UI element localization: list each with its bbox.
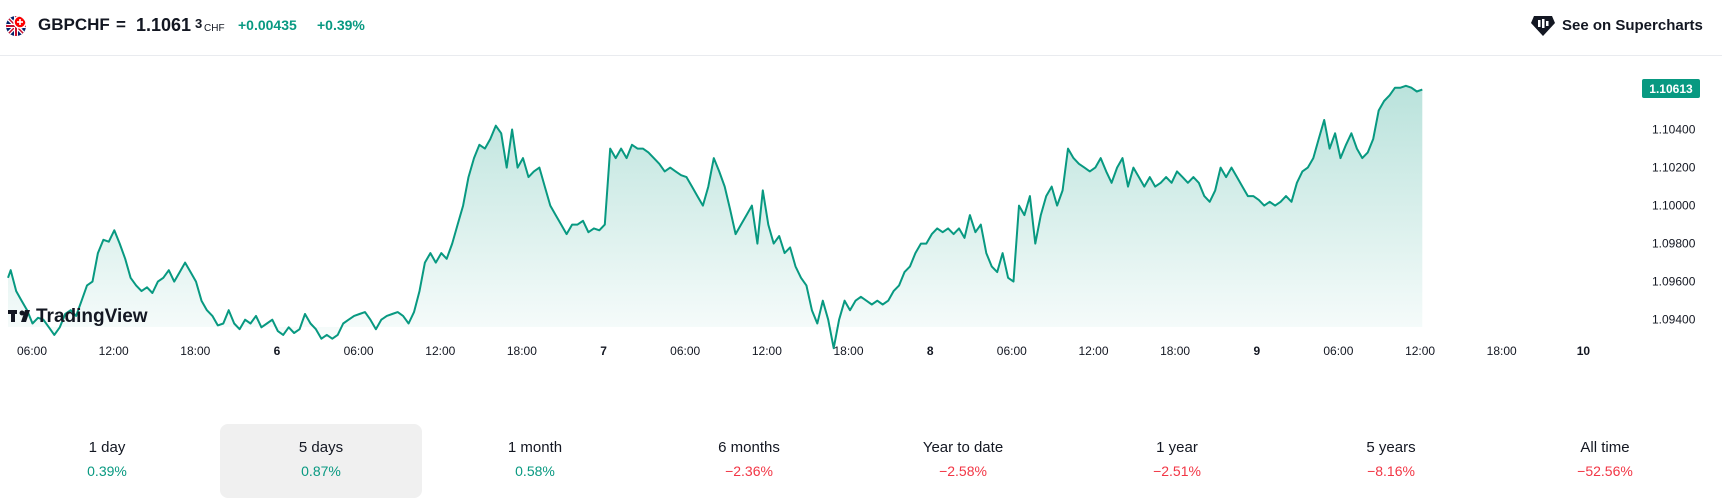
x-tick-label: 10	[1577, 344, 1591, 358]
period-label: 5 days	[298, 439, 344, 456]
x-tick-label: 18:00	[833, 344, 863, 358]
symbol-name[interactable]: GBPCHF	[38, 15, 110, 34]
last-price-superscript: 3	[195, 16, 203, 31]
period-change-value: 0.58%	[515, 463, 555, 479]
y-tick-label: 1.09400	[1652, 313, 1696, 327]
performance-periods: 1 day 0.39% 5 days 0.87% 1 month 0.58% 6 month…	[0, 420, 1722, 500]
symbol-header: GBPCHF = 1.1061 3 CHF +0.00435 +0.39% Se…	[0, 0, 1722, 56]
see-on-supercharts-button[interactable]: See on Supercharts	[1528, 12, 1718, 40]
period-change-value: −2.51%	[1153, 463, 1201, 479]
y-tick-label: 1.10400	[1652, 123, 1696, 137]
period-label: Year to date	[922, 439, 1004, 456]
x-tick-label: 12:00	[425, 344, 455, 358]
x-tick-label: 06:00	[344, 344, 374, 358]
y-tick-label: 1.09600	[1652, 275, 1696, 289]
x-tick-label: 18:00	[180, 344, 210, 358]
period-label: 5 years	[1366, 439, 1416, 456]
x-tick-label: 06:00	[997, 344, 1027, 358]
period-label: 1 year	[1156, 439, 1198, 456]
period-change-value: 0.87%	[301, 463, 341, 479]
period-tab-2[interactable]: 1 month 0.58%	[434, 424, 636, 498]
period-tab-1[interactable]: 5 days 0.87%	[220, 424, 422, 498]
y-tick-label: 1.10200	[1652, 161, 1696, 175]
x-tick-label: 06:00	[670, 344, 700, 358]
x-tick-label: 9	[1253, 344, 1260, 358]
price-separator: =	[116, 15, 126, 34]
tradingview-watermark-text: TradingView	[36, 306, 148, 327]
period-tab-4[interactable]: Year to date −2.58%	[862, 424, 1064, 498]
supercharts-label: See on Supercharts	[1562, 17, 1703, 34]
currency-label: CHF	[204, 23, 225, 34]
price-area-fill	[8, 85, 1423, 349]
tradingview-watermark: TradingView	[8, 306, 148, 327]
y-tick-label: 1.10000	[1652, 199, 1696, 213]
x-tick-label: 12:00	[1405, 344, 1435, 358]
x-tick-label: 7	[600, 344, 607, 358]
period-tab-7[interactable]: All time −52.56%	[1504, 424, 1706, 498]
x-tick-label: 18:00	[1160, 344, 1190, 358]
x-tick-label: 12:00	[752, 344, 782, 358]
period-label: 1 month	[507, 439, 563, 456]
x-tick-label: 18:00	[1487, 344, 1517, 358]
period-label: 1 day	[88, 439, 126, 456]
x-tick-label: 06:00	[1323, 344, 1353, 358]
price-change: +0.00435	[238, 17, 297, 33]
period-tab-5[interactable]: 1 year −2.51%	[1076, 424, 1278, 498]
price-chart[interactable]: 06:00 12:00 18:00 6 06:00 12:00 18:00 7 06:00 12:…	[0, 57, 1722, 400]
supercharts-icon	[1530, 14, 1556, 38]
period-label: All time	[1580, 439, 1630, 456]
x-tick-label: 12:00	[1078, 344, 1108, 358]
last-price: 1.1061	[136, 15, 192, 35]
x-tick-label: 12:00	[99, 344, 129, 358]
period-tab-3[interactable]: 6 months −2.36%	[648, 424, 850, 498]
price-line	[7, 84, 1423, 350]
tradingview-logo-icon	[8, 310, 30, 322]
price-change-percent: +0.39%	[317, 17, 365, 33]
gb-ch-flag-icon	[6, 16, 26, 36]
x-tick-label: 8	[927, 344, 934, 358]
x-tick-label: 18:00	[507, 344, 537, 358]
period-tab-6[interactable]: 5 years −8.16%	[1290, 424, 1492, 498]
x-tick-label: 6	[274, 344, 281, 358]
x-tick-label: 06:00	[17, 344, 47, 358]
period-tab-0[interactable]: 1 day 0.39%	[6, 424, 208, 498]
last-price-badge-label: 1.10613	[1649, 82, 1693, 96]
last-price-badge	[1642, 79, 1700, 98]
period-change-value: −2.36%	[725, 463, 773, 479]
period-label: 6 months	[718, 439, 780, 456]
period-change-value: 0.39%	[87, 463, 127, 479]
period-change-value: −8.16%	[1367, 463, 1415, 479]
period-change-value: −2.58%	[939, 463, 987, 479]
period-change-value: −52.56%	[1577, 463, 1633, 479]
y-tick-label: 1.09800	[1652, 237, 1696, 251]
